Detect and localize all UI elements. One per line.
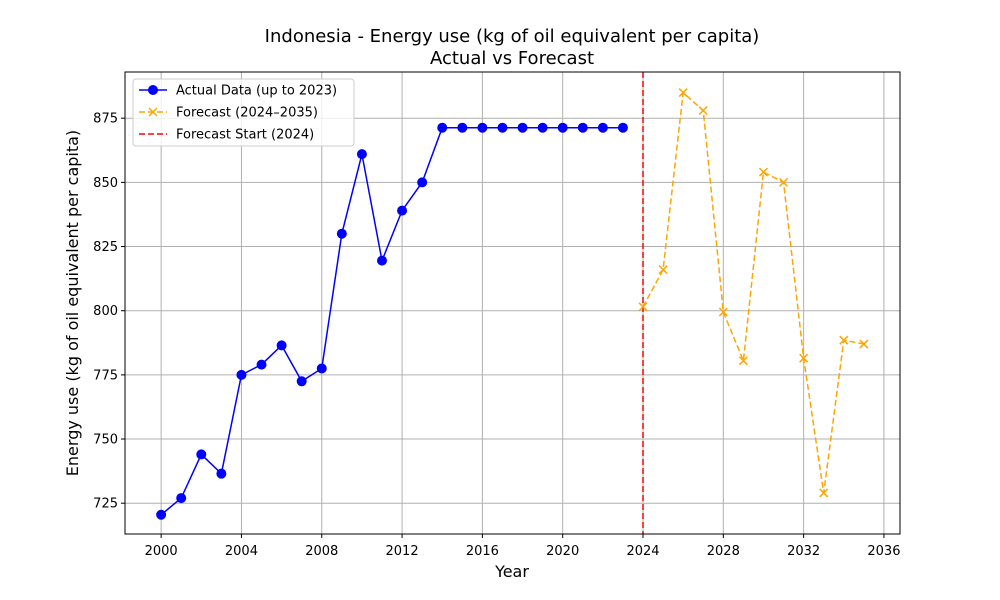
- y-tick-label: 775: [93, 368, 118, 383]
- data-point: [678, 88, 688, 98]
- data-point: [376, 255, 387, 266]
- data-point: [577, 122, 588, 133]
- plot-area-frame: [124, 71, 901, 535]
- data-point: [758, 167, 769, 177]
- legend: Actual Data (up to 2023) Forecast (2024–2…: [132, 78, 355, 147]
- data-point: [718, 307, 728, 317]
- x-tick-label: 2016: [466, 544, 499, 559]
- x-tick-label: 2028: [707, 544, 740, 559]
- grid-lines: [125, 72, 900, 534]
- y-tick-label: 850: [93, 176, 118, 191]
- data-point: [176, 493, 187, 504]
- data-point: [859, 339, 869, 349]
- chart-title: Indonesia - Energy use (kg of oil equiva…: [265, 26, 760, 47]
- y-tick-label: 875: [93, 112, 118, 127]
- legend-items: Actual Data (up to 2023) Forecast (2024–2…: [139, 84, 337, 143]
- series-forecast: [638, 88, 869, 498]
- data-series: [156, 88, 869, 520]
- y-tick-label: 750: [93, 433, 118, 448]
- x-tick-label: 2012: [386, 544, 419, 559]
- data-point: [356, 149, 367, 160]
- data-point: [658, 265, 668, 275]
- x-tick-label: 2024: [626, 544, 659, 559]
- data-point: [477, 122, 488, 133]
- data-point: [457, 122, 468, 133]
- data-point: [839, 335, 849, 345]
- data-point: [417, 177, 428, 188]
- data-point: [779, 177, 789, 187]
- x-tick-label: 2032: [787, 544, 820, 559]
- data-point: [156, 509, 167, 520]
- data-point: [557, 122, 568, 133]
- data-point: [336, 228, 347, 239]
- y-tick-label: 725: [93, 497, 118, 512]
- data-point: [296, 376, 307, 387]
- data-point: [236, 369, 247, 380]
- data-point: [497, 122, 508, 133]
- chart-subtitle: Actual vs Forecast: [430, 48, 594, 69]
- legend-box: [132, 78, 355, 147]
- x-axis-ticks: 2000 2004 2008 2012 2016 2020 2024 2028 2032 2036: [145, 534, 900, 559]
- legend-label: Actual Data (up to 2023): [176, 84, 337, 99]
- data-point: [698, 105, 708, 116]
- x-tick-label: 2020: [546, 544, 579, 559]
- data-point: [276, 340, 287, 351]
- x-tick-label: 2000: [145, 544, 178, 559]
- data-point: [819, 488, 829, 498]
- data-point: [617, 122, 628, 133]
- y-axis-label: Energy use (kg of oil equivalent per cap…: [63, 130, 82, 476]
- legend-label: Forecast (2024–2035): [176, 106, 318, 121]
- series-line: [642, 91, 865, 494]
- data-point: [316, 363, 327, 374]
- y-axis-ticks: 725 750 775 800 825 850 875: [93, 112, 125, 512]
- data-point: [597, 122, 608, 133]
- data-point: [397, 205, 408, 216]
- y-tick-label: 825: [93, 240, 118, 255]
- x-axis-label: Year: [494, 562, 529, 581]
- y-tick-label: 800: [93, 304, 118, 319]
- series-line: [160, 126, 623, 516]
- data-point: [799, 353, 809, 363]
- legend-label: Forecast Start (2024): [176, 128, 314, 143]
- x-tick-label: 2036: [867, 544, 900, 559]
- data-point: [638, 302, 648, 312]
- series-actual: [156, 122, 628, 520]
- data-point: [196, 449, 207, 460]
- data-point: [537, 122, 548, 133]
- data-point: [738, 356, 748, 366]
- data-point: [216, 468, 227, 479]
- data-point: [437, 122, 448, 133]
- data-point: [517, 122, 528, 133]
- legend-marker: [148, 107, 158, 117]
- x-tick-label: 2008: [305, 544, 338, 559]
- x-tick-label: 2004: [225, 544, 258, 559]
- data-point: [256, 359, 267, 370]
- legend-marker: [148, 85, 158, 95]
